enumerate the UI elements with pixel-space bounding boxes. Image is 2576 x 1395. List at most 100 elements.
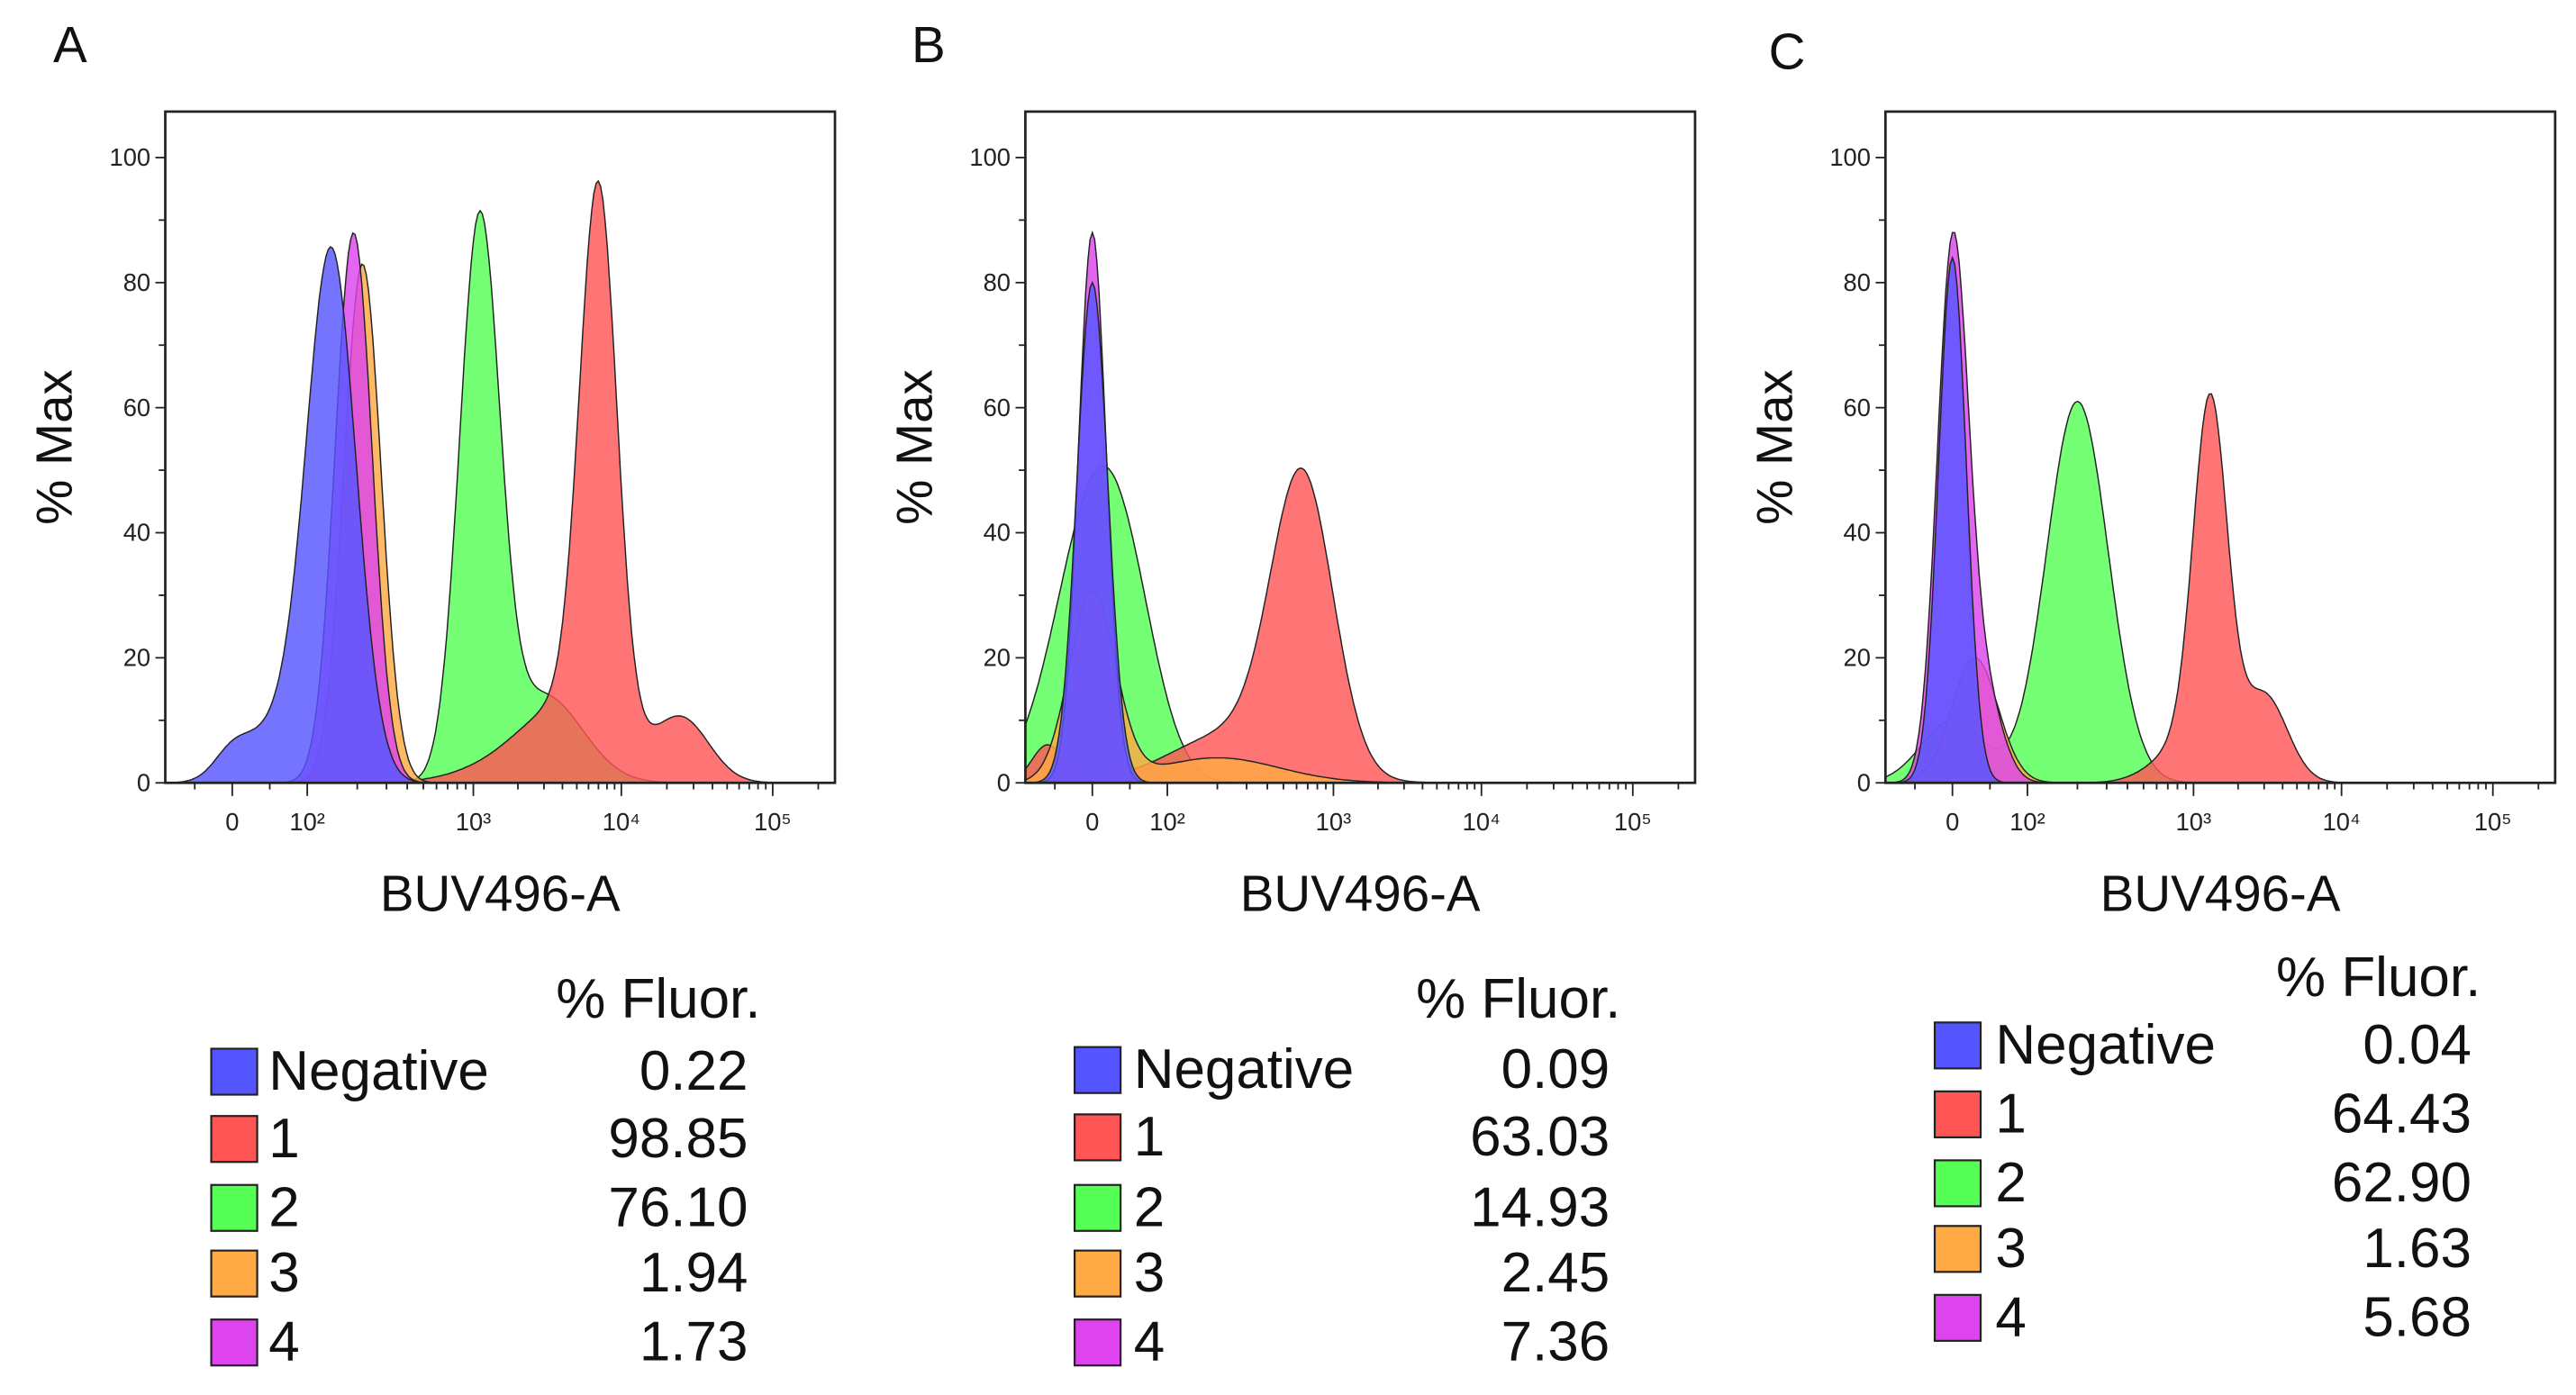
legend-value: 7.36 — [1501, 1311, 1610, 1373]
panel-B: B 0 20 40 60 80 100 0 10² 10³ 10⁴ 10⁵ BUV496-A % Max%… — [886, 16, 1697, 1373]
legend-swatch — [1074, 1249, 1122, 1298]
histogram-2 — [165, 209, 836, 784]
x-tick-label: 10⁴ — [1463, 808, 1501, 836]
legend-value: 76.10 — [608, 1176, 748, 1238]
legend-swatch — [1933, 1090, 1982, 1138]
legend-label: 1 — [268, 1108, 299, 1170]
x-tick-label: 0 — [1085, 808, 1099, 836]
x-axis-label: BUV496-A — [2100, 865, 2341, 921]
x-tick-label: 10⁵ — [754, 808, 792, 836]
legend-label: 3 — [268, 1242, 299, 1304]
legend-swatch — [210, 1047, 259, 1096]
legend-row: 4 1.73 — [210, 1311, 748, 1373]
panel-C: C 0 20 40 60 80 100 0 10² 10³ 10⁴ 10⁵ BUV496-A % Max%… — [1746, 23, 2557, 1348]
legend-label: 3 — [1995, 1218, 2026, 1280]
legend-swatch — [1074, 1318, 1122, 1367]
legend-label: 1 — [1995, 1082, 2026, 1145]
y-tick-label: 0 — [1857, 768, 1871, 796]
x-tick-label: 0 — [225, 808, 239, 836]
y-tick-label: 20 — [1844, 644, 1871, 672]
y-tick-label: 100 — [110, 143, 151, 171]
legend-swatch — [1933, 1159, 1982, 1208]
x-tick-label: 10⁵ — [2474, 808, 2512, 836]
legend-row: 3 2.45 — [1074, 1242, 1610, 1304]
x-axis-label: BUV496-A — [380, 865, 621, 921]
legend-swatch — [1933, 1225, 1982, 1273]
legend-label: 2 — [1134, 1176, 1165, 1238]
legend-label: Negative — [1134, 1038, 1355, 1101]
legend-value: 0.04 — [2363, 1014, 2472, 1076]
legend-label: Negative — [1995, 1014, 2216, 1076]
y-tick-label: 40 — [984, 519, 1011, 547]
legend-label: 4 — [1134, 1311, 1165, 1373]
plot-frame — [1024, 110, 1697, 784]
legend-swatch — [210, 1249, 259, 1298]
x-axis-label: BUV496-A — [1240, 865, 1481, 921]
legend: % Fluor.Negative 0.221 98.852 76.103 1.944 1.… — [210, 968, 760, 1373]
panel-A: A 0 20 40 60 80 100 0 10² 10³ 10⁴ 10⁵ BUV496-A % Max%… — [26, 16, 837, 1373]
legend-label: 4 — [268, 1311, 299, 1373]
y-tick-label: 60 — [1844, 394, 1871, 421]
y-axis-label: % Max — [26, 369, 83, 525]
legend-swatch — [1074, 1046, 1122, 1094]
legend-value: 64.43 — [2332, 1082, 2472, 1145]
legend-value: 14.93 — [1470, 1176, 1610, 1238]
legend-swatch — [1933, 1293, 1982, 1342]
legend-header: % Fluor. — [1416, 968, 1620, 1030]
legend-row: 2 76.10 — [210, 1176, 748, 1238]
x-tick-label: 10² — [1149, 808, 1185, 836]
y-tick-label: 80 — [1844, 268, 1871, 296]
legend-label: Negative — [268, 1040, 489, 1102]
legend-value: 1.94 — [639, 1242, 748, 1304]
histograms — [1024, 230, 1695, 784]
legend-swatch — [210, 1115, 259, 1164]
y-tick-label: 60 — [984, 394, 1011, 421]
legend: % Fluor.Negative 0.041 64.432 62.903 1.634 5.… — [1933, 947, 2481, 1348]
legend-row: 1 63.03 — [1074, 1106, 1610, 1168]
x-tick-label: 10² — [2009, 808, 2045, 836]
y-tick-label: 80 — [123, 268, 150, 296]
plot-frame — [164, 110, 837, 784]
y-tick-label: 0 — [997, 768, 1011, 796]
y-tick-label: 80 — [984, 268, 1011, 296]
legend-row: Negative 0.09 — [1074, 1038, 1610, 1101]
panel-label: B — [912, 16, 946, 73]
y-tick-label: 100 — [1829, 143, 1871, 171]
legend-swatch — [210, 1183, 259, 1232]
legend-value: 1.63 — [2363, 1218, 2472, 1280]
legend-row: 4 7.36 — [1074, 1311, 1610, 1373]
histograms — [1884, 231, 2555, 784]
legend-label: 2 — [1995, 1152, 2026, 1214]
legend-row: 2 14.93 — [1074, 1176, 1610, 1238]
histograms — [164, 179, 836, 784]
legend-value: 63.03 — [1470, 1106, 1610, 1168]
y-tick-label: 20 — [123, 644, 150, 672]
y-tick-label: 100 — [969, 143, 1011, 171]
panel-label: A — [53, 16, 87, 73]
legend-row: 4 5.68 — [1933, 1286, 2472, 1348]
panel-label: C — [1769, 23, 1806, 80]
legend-value: 0.22 — [639, 1040, 748, 1102]
plot-frame — [1883, 110, 2557, 784]
legend-label: 1 — [1134, 1106, 1165, 1168]
x-tick-label: 0 — [1946, 808, 1959, 836]
legend-value: 1.73 — [639, 1311, 748, 1373]
legend-value: 98.85 — [608, 1108, 748, 1170]
legend-value: 0.09 — [1501, 1038, 1610, 1101]
x-tick-label: 10⁴ — [2323, 808, 2361, 836]
legend-row: 1 98.85 — [210, 1108, 748, 1170]
legend-label: 4 — [1995, 1286, 2026, 1348]
legend-row: Negative 0.04 — [1933, 1014, 2472, 1076]
y-tick-label: 60 — [123, 394, 150, 421]
x-tick-label: 10³ — [456, 808, 491, 836]
legend-swatch — [210, 1318, 259, 1367]
legend-swatch — [1074, 1183, 1122, 1232]
legend-header: % Fluor. — [556, 968, 760, 1030]
legend-label: 3 — [1134, 1242, 1165, 1304]
y-tick-label: 0 — [137, 768, 150, 796]
y-tick-label: 20 — [984, 644, 1011, 672]
x-tick-label: 10⁴ — [603, 808, 640, 836]
x-tick-label: 10² — [289, 808, 325, 836]
legend-swatch — [1074, 1113, 1122, 1162]
legend-value: 5.68 — [2363, 1286, 2472, 1348]
